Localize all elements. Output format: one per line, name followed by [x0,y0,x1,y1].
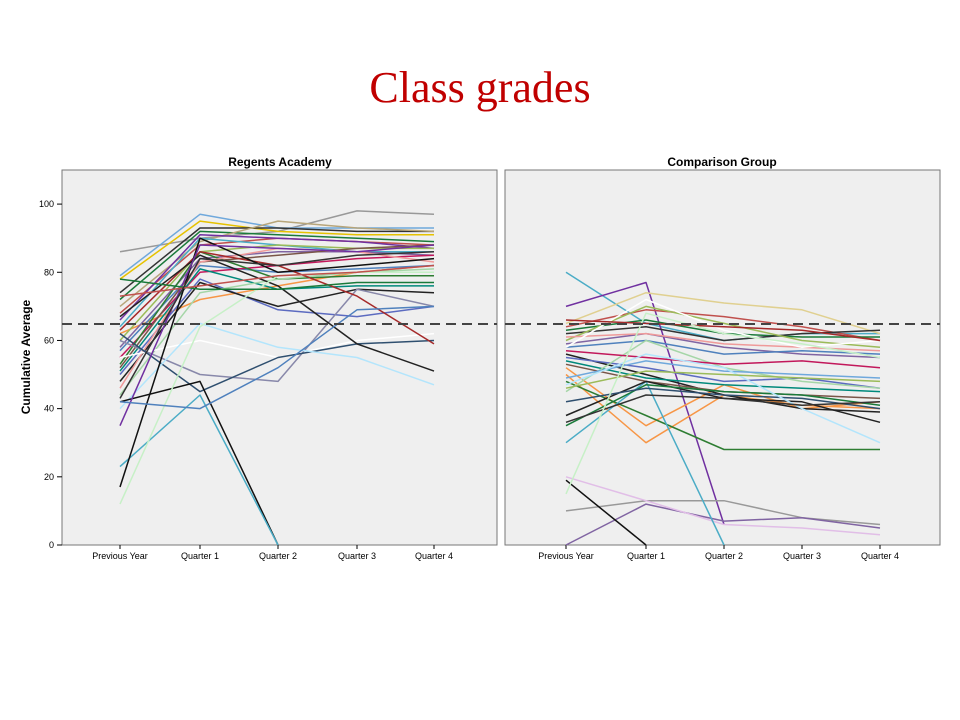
y-tick-label: 80 [44,267,54,277]
panel-right-ticks: Previous Year Quarter 1 Quarter 2 Quarter 3… [538,545,899,561]
series-line [565,305,881,349]
y-axis-label: Cumulative Average [19,299,33,414]
panel-right: Comparison Group Previous Year Quarter 1 Q… [504,155,941,561]
series-line [119,278,434,291]
series-line [565,370,881,389]
series-line [119,227,434,294]
series-line [119,230,435,301]
series-line [119,237,435,488]
series-line [565,349,881,369]
panel-left-ticks: 0 20 40 60 80 100 Previous Year Quarter 1 Quarte… [39,199,453,561]
slide-title: Class grades [369,63,591,112]
series-line [119,281,435,382]
series-line [565,476,881,536]
x-tick-label: Quarter 1 [627,551,665,561]
y-tick-label: 60 [44,335,54,345]
series-line [119,254,435,372]
series-line [565,394,881,424]
series-line [565,298,881,349]
y-tick-label: 20 [44,472,54,482]
series-line [119,305,435,410]
series-line [565,339,881,355]
series-line [565,281,725,525]
series-line [119,322,435,410]
series-line [119,380,279,546]
series-line [565,326,881,342]
panel-left: Regents Academy 0 20 40 60 80 100 Previous Yea… [39,155,498,561]
series-line [565,291,881,335]
x-tick-label: Quarter 3 [338,551,376,561]
series-line [119,220,434,280]
x-tick-label: Quarter 2 [705,551,743,561]
series-line [565,384,881,427]
series-line [565,312,881,495]
x-tick-label: Previous Year [92,551,148,561]
series-line [119,234,435,321]
y-tick-label: 0 [49,540,54,550]
series-line [119,268,435,396]
x-tick-label: Quarter 1 [181,551,219,561]
x-tick-label: Previous Year [538,551,594,561]
panel-right-series [565,271,881,546]
series-line [119,244,434,342]
series-line [565,499,881,526]
panel-left-title: Regents Academy [228,155,332,169]
series-line [565,332,881,359]
series-line [565,319,881,342]
panel-right-title: Comparison Group [667,155,776,169]
series-line [119,278,435,375]
x-tick-label: Quarter 4 [861,551,899,561]
series-line [565,353,881,444]
series-line [119,244,435,369]
series-line [565,360,881,379]
x-tick-label: Quarter 2 [259,551,297,561]
x-tick-label: Quarter 3 [783,551,821,561]
series-line [565,387,881,410]
series-line [119,394,279,546]
series-line [565,479,647,546]
series-line [565,503,881,546]
y-tick-label: 100 [39,199,54,209]
series-line [119,332,435,393]
series-line [119,288,435,383]
y-tick-label: 40 [44,404,54,414]
series-line [119,264,435,297]
series-line [119,251,435,399]
panel-left-series [119,210,435,546]
x-tick-label: Quarter 4 [415,551,453,561]
